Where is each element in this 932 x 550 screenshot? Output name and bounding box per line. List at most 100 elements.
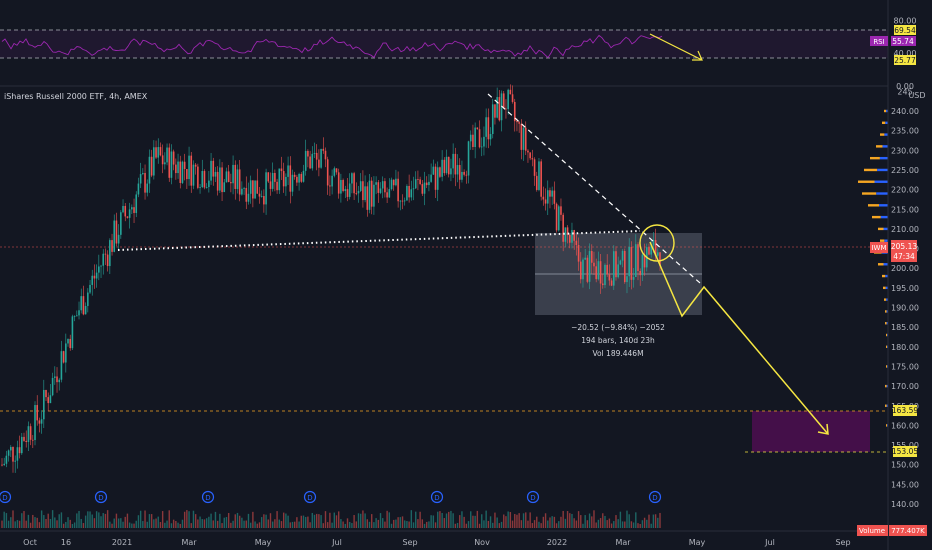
volume-bar	[503, 514, 505, 528]
candle-body	[51, 377, 54, 396]
candle-body	[461, 171, 463, 180]
dividend-marker[interactable]	[648, 490, 662, 504]
svg-text:RSI: RSI	[873, 38, 884, 46]
price-pane[interactable]: iShares Russell 2000 ETF, 4h, AMEX −20.5…	[0, 84, 888, 504]
price-tick-label: 225.00	[891, 166, 919, 175]
candle-body	[568, 234, 571, 243]
volume-bar	[533, 520, 536, 528]
volume-pane[interactable]	[1, 510, 661, 528]
time-axis[interactable]: Oct 16 2021 Mar May Jul Sep Nov 2022 Mar May Jul Sep	[23, 538, 850, 547]
volume-bar	[406, 521, 408, 528]
volume-bar	[487, 520, 490, 528]
volume-profile-bar	[870, 156, 880, 160]
volume-bar	[492, 522, 494, 528]
dividend-marker[interactable]	[201, 490, 215, 504]
candle-body	[144, 173, 146, 193]
neckline[interactable]	[117, 230, 641, 251]
candle-body	[221, 167, 223, 193]
candle-body	[342, 180, 344, 192]
currency-label: USD	[908, 91, 925, 100]
volume-profile-bar	[885, 274, 888, 278]
volume-bar	[271, 521, 274, 528]
volume-bar	[280, 521, 283, 528]
time-tick-label: Jul	[331, 538, 342, 547]
candle-body	[32, 439, 34, 441]
volume-bar	[353, 515, 355, 528]
volume-bar	[538, 521, 540, 528]
svg-text:777.407K: 777.407K	[891, 527, 925, 535]
dividend-marker[interactable]	[526, 490, 540, 504]
rsi-pane[interactable]	[0, 29, 888, 61]
candle-body	[406, 185, 408, 201]
candle-body	[467, 141, 470, 176]
candle-body	[146, 183, 149, 193]
volume-bar	[249, 522, 252, 528]
candle-body	[47, 397, 50, 404]
dividend-marker[interactable]	[303, 490, 317, 504]
candle-body	[441, 159, 443, 177]
rsi-line	[1, 34, 663, 59]
candles	[1, 84, 661, 473]
measure-bars: 194 bars, 140d 23h	[581, 336, 655, 345]
candle-body	[430, 174, 432, 182]
volume-bar	[232, 520, 234, 528]
volume-profile-bar	[882, 121, 886, 124]
volume-bar	[87, 511, 89, 528]
candle-body	[617, 264, 619, 278]
candle-body	[304, 150, 307, 171]
target-zone[interactable]	[752, 411, 870, 452]
candle-body	[307, 150, 309, 157]
volume-bar	[100, 516, 102, 528]
candle-body	[623, 250, 626, 283]
volume-profile-bar	[877, 168, 888, 172]
volume-bar	[346, 518, 349, 528]
candle-body	[212, 160, 215, 177]
volume-bar	[245, 520, 247, 528]
candle-body	[533, 159, 536, 176]
candle-body	[516, 121, 518, 123]
candle-body	[522, 127, 525, 150]
dividend-marker[interactable]	[430, 490, 444, 504]
candle-body	[7, 450, 10, 456]
time-tick-label: May	[255, 538, 272, 547]
volume-bar	[71, 523, 74, 528]
candle-body	[496, 97, 498, 118]
volume-bar	[652, 514, 655, 528]
volume-bar	[342, 521, 344, 528]
volume-bar	[12, 510, 14, 528]
volume-profile-bar	[886, 424, 888, 427]
svg-text:153.05: 153.05	[892, 447, 918, 456]
price-tick-label: 155.00	[891, 441, 919, 450]
volume-bar	[293, 521, 296, 528]
volume-bar	[188, 511, 190, 528]
candle-body	[232, 164, 234, 184]
candle-body	[505, 108, 507, 110]
candle-body	[311, 153, 314, 169]
candle-body	[318, 159, 320, 168]
volume-bar	[302, 515, 305, 528]
volume-bar	[542, 516, 545, 528]
candle-body	[124, 205, 127, 217]
candle-body	[190, 155, 193, 186]
volume-bar	[247, 513, 250, 528]
volume-bar	[51, 510, 54, 528]
price-tick-label: 175.00	[891, 362, 919, 371]
candle-body	[113, 220, 116, 252]
dividend-marker[interactable]	[94, 490, 108, 504]
volume-bar	[252, 511, 254, 528]
price-axis[interactable]: 245 240.00 235.00 230.00 225.00 220.00 215.00 2…	[891, 87, 919, 509]
dividend-marker[interactable]	[0, 490, 12, 504]
svg-text:55.74: 55.74	[892, 37, 914, 46]
volume-bar	[639, 523, 641, 528]
candle-body	[23, 436, 25, 441]
volume-bar	[434, 522, 437, 528]
volume-bar	[179, 523, 181, 528]
rsi-axis[interactable]: 80.00 40.00 0.00	[894, 16, 917, 91]
volume-bar	[274, 519, 276, 528]
volume-bar	[135, 520, 137, 528]
volume-bar	[489, 516, 492, 528]
descending-trendline[interactable]	[487, 93, 701, 284]
dividend-marker-label: D	[205, 494, 210, 502]
candle-body	[538, 161, 540, 190]
